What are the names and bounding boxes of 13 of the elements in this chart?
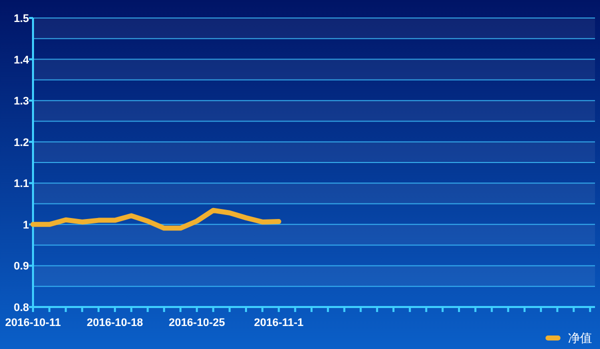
legend-label: 净值	[568, 331, 592, 345]
x-tick-label: 2016-10-11	[5, 317, 61, 329]
x-tick-label: 2016-10-25	[168, 317, 225, 329]
x-tick-label: 2016-10-18	[86, 317, 144, 329]
y-tick-label: 1.4	[14, 54, 30, 66]
y-tick-label: 1	[22, 219, 29, 232]
y-tick-label: 1.1	[14, 178, 29, 190]
y-tick-label: 1.3	[14, 96, 29, 108]
y-tick-label: 1.2	[14, 136, 29, 149]
x-tick-label: 2016-11-1	[254, 317, 304, 329]
y-tick-label: 0.8	[14, 302, 29, 314]
y-tick-label: 0.9	[14, 260, 29, 273]
y-tick-label: 1.5	[14, 13, 29, 25]
